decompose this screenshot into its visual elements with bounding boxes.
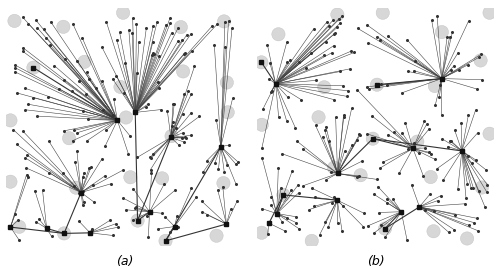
Circle shape <box>156 172 169 185</box>
Circle shape <box>366 132 380 145</box>
Circle shape <box>174 21 188 34</box>
Circle shape <box>255 226 268 239</box>
Circle shape <box>328 161 341 174</box>
Circle shape <box>159 234 172 248</box>
Circle shape <box>378 222 392 235</box>
Circle shape <box>305 234 318 248</box>
Circle shape <box>460 232 473 245</box>
Circle shape <box>56 20 70 33</box>
Circle shape <box>410 135 424 148</box>
Circle shape <box>4 114 17 127</box>
Circle shape <box>474 54 487 67</box>
Circle shape <box>376 6 390 19</box>
Circle shape <box>124 171 137 184</box>
Text: (a): (a) <box>116 255 133 267</box>
Circle shape <box>354 168 367 182</box>
Circle shape <box>427 225 440 238</box>
Circle shape <box>78 55 91 69</box>
Circle shape <box>483 127 496 140</box>
Circle shape <box>70 181 82 194</box>
Circle shape <box>220 76 234 89</box>
Circle shape <box>210 229 223 242</box>
Circle shape <box>424 170 438 184</box>
Circle shape <box>318 81 331 94</box>
Circle shape <box>12 220 26 233</box>
Circle shape <box>62 132 76 145</box>
Circle shape <box>255 118 268 131</box>
Circle shape <box>4 175 17 189</box>
Circle shape <box>114 80 127 93</box>
Circle shape <box>176 65 190 78</box>
Circle shape <box>221 106 234 119</box>
Circle shape <box>131 214 144 227</box>
Circle shape <box>8 14 21 28</box>
Circle shape <box>218 15 230 28</box>
Circle shape <box>435 25 448 39</box>
Circle shape <box>475 181 488 194</box>
Circle shape <box>58 227 70 240</box>
Circle shape <box>27 61 40 74</box>
Circle shape <box>370 78 384 91</box>
Circle shape <box>120 111 132 124</box>
Circle shape <box>255 56 268 69</box>
Circle shape <box>116 6 130 19</box>
Circle shape <box>165 129 178 143</box>
Text: (b): (b) <box>366 255 384 267</box>
Circle shape <box>217 176 230 190</box>
Circle shape <box>272 28 285 41</box>
Circle shape <box>312 111 325 124</box>
Circle shape <box>330 8 344 21</box>
Circle shape <box>483 6 496 19</box>
Circle shape <box>276 188 290 202</box>
Circle shape <box>428 79 442 93</box>
